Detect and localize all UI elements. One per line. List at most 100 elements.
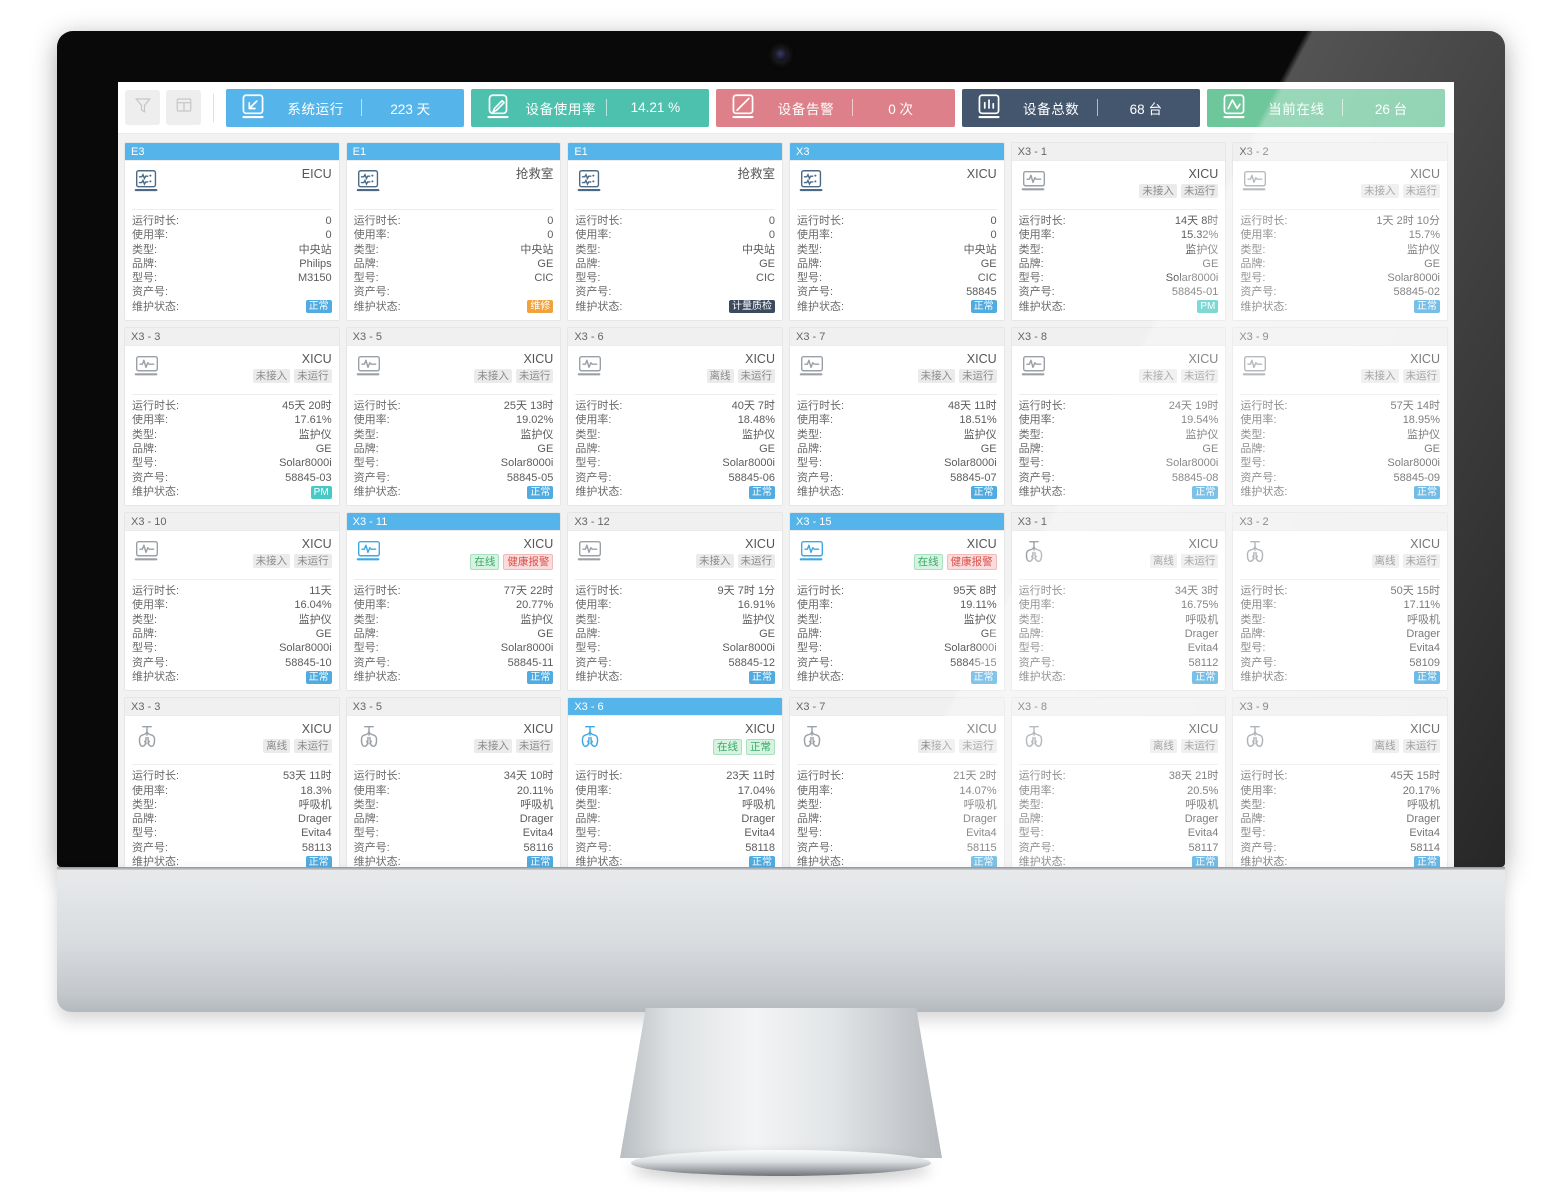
card-divider [797,579,997,581]
card-header-area: XICU 未接入 未运行 [1012,346,1226,394]
field-value: Evita4 [966,827,997,840]
field-row-asset: 资产号: 58116 [354,841,554,855]
field-label: 运行时长: [575,770,623,783]
device-card[interactable]: X3 - 5 XICU 未接入 未运行 运行时长: 34天 10时 使用率: 20.11% 类型… [345,697,562,871]
field-label: 品牌: [132,442,158,455]
device-card[interactable]: X3 - 11 XICU 在线 健康报警 运行时长: 77天 22时 使用率: 20.77% 类… [345,512,562,692]
field-value: 20.17% [1402,784,1440,797]
card-fields: 运行时长: 14天 8时 使用率: 15.32% 类型: 监护仪 品牌: GE 型号: Solar… [1012,210,1226,320]
kpi-4[interactable]: 当前在线 26 台 [1206,88,1446,127]
field-row-brand: 品牌: GE [354,627,554,641]
card-divider [132,394,332,396]
field-label: 类型: [132,613,158,626]
field-row-asset: 资产号: [132,285,332,299]
field-row-runtime: 运行时长: 34天 10时 [354,769,554,783]
device-card[interactable]: X3 - 12 XICU 未接入 未运行 运行时长: 9天 7时 1分 使用率: 16.91%… [567,512,783,692]
device-card[interactable]: X3 - 15 XICU 在线 健康报警 运行时长: 95天 8时 使用率: 19.11% 类型… [789,512,1005,692]
kpi-1[interactable]: 设备使用率 14.21 % [471,88,710,127]
device-card[interactable]: X3 - 2 XICU 未接入 未运行 运行时长: 1天 2时 10分 使用率: 15.7% 类… [1232,142,1448,322]
status-badge: 在线 [913,554,943,571]
maintenance-status-chip: 正常 [749,485,775,499]
status-badge: 离线 [1371,554,1399,569]
badge-group: 离线 未运行 [1371,554,1440,569]
field-value: Solar8000i [1165,457,1219,470]
field-label: 运行时长: [353,585,401,598]
field-row-type: 类型: 监护仪 [575,428,775,442]
device-card[interactable]: X3 - 2 XICU 离线 未运行 运行时长: 50天 15时 使用率: 17.11% 类型:… [1232,512,1448,692]
badge-group: 未接入 未运行 [917,369,997,384]
field-value: 0 [768,229,775,242]
device-card[interactable]: X3 XICU 运行时长: 0 使用率: 0 类型: 中央站 品牌: GE 型号: CIC 资产号: 58… [789,142,1005,322]
field-row-brand: 品牌: GE [354,257,554,271]
device-card[interactable]: X3 - 6 XICU 离线 未运行 运行时长: 40天 7时 使用率: 18.48% 类型: 监… [567,327,783,507]
department-label: XICU [745,537,775,552]
field-value: Solar8000i [944,457,997,470]
card-fields: 运行时长: 38天 21时 使用率: 20.5% 类型: 呼吸机 品牌: Drager 型号: E… [1012,765,1226,871]
field-label: 类型: [1018,613,1044,626]
field-label: 资产号: [132,841,169,854]
field-label: 品牌: [1018,813,1044,826]
field-label: 型号: [797,272,823,285]
field-label: 维护状态: [575,856,623,869]
device-card[interactable]: X3 - 7 XICU 未接入 未运行 运行时长: 21天 2时 使用率: 14.07% 类型:… [789,697,1005,871]
field-label: 型号: [353,272,379,285]
field-row-maintenance: 维护状态: 正常 [575,670,775,684]
device-card[interactable]: X3 - 10 XICU 未接入 未运行 运行时长: 11天 使用率: 16.04% 类型: 监护… [124,512,340,692]
layout-button[interactable] [166,90,201,125]
field-label: 运行时长: [132,585,180,598]
card-fields: 运行时长: 50天 15时 使用率: 17.11% 类型: 呼吸机 品牌: Drager 型号:… [1233,580,1447,690]
field-row-runtime: 运行时长: 50天 15时 [1240,584,1440,598]
field-value: 15.7% [1408,229,1440,242]
device-card[interactable]: X3 - 8 XICU 离线 未运行 运行时长: 38天 21时 使用率: 20.5% 类型: 呼… [1010,697,1227,871]
device-card[interactable]: E3 EICU 运行时长: 0 使用率: 0 类型: 中央站 品牌: Philips 型号: M315… [124,142,340,322]
device-card[interactable]: X3 - 7 XICU 未接入 未运行 运行时长: 48天 11时 使用率: 18.51% 类型… [789,327,1005,507]
card-status-area: XICU 未接入 未运行 [252,352,332,384]
status-badge: 未运行 [515,739,554,754]
field-label: 维护状态: [575,300,623,313]
card-fields: 运行时长: 48天 11时 使用率: 18.51% 类型: 监护仪 品牌: GE 型号: Sola… [790,395,1004,505]
kpi-2[interactable]: 设备告警 0 次 [716,88,955,127]
maintenance-status-chip: 正常 [749,855,775,869]
field-label: 类型: [575,613,601,626]
field-value: 95天 8时 [953,585,997,598]
device-card[interactable]: X3 - 3 XICU 未接入 未运行 运行时长: 45天 20时 使用率: 17.61% 类型… [124,327,340,507]
device-card-grid: E3 EICU 运行时长: 0 使用率: 0 类型: 中央站 品牌: Philips 型号: M315… [118,134,1454,871]
device-card[interactable]: X3 - 9 XICU 离线 未运行 运行时长: 45天 15时 使用率: 20.17% 类型:… [1232,697,1448,871]
kpi-0[interactable]: 系统运行 223 天 [226,88,465,127]
field-label: 使用率: [1018,229,1055,242]
field-value: 呼吸机 [298,798,332,811]
device-card[interactable]: X3 - 1 XICU 离线 未运行 运行时长: 34天 3时 使用率: 16.75% 类型: 呼… [1010,512,1227,692]
field-row-usage: 使用率: 18.95% [1240,413,1440,427]
field-row-maintenance: 维护状态: PM [1019,300,1219,314]
field-value: 呼吸机 [520,798,554,811]
field-label: 类型: [132,243,158,256]
field-label: 使用率: [797,784,834,797]
department-label: 抢救室 [515,167,554,181]
device-card[interactable]: X3 - 9 XICU 未接入 未运行 运行时长: 57天 14时 使用率: 18.95% 类型… [1232,327,1448,507]
field-label: 品牌: [575,628,601,641]
field-label: 类型: [1018,798,1044,811]
field-value: 48天 11时 [947,400,997,413]
device-card[interactable]: X3 - 6 XICU 在线 正常 运行时长: 23天 11时 使用率: 17.04% 类型: 呼… [567,697,783,871]
card-status-area: XICU 未接入 未运行 [474,352,554,384]
device-card[interactable]: X3 - 5 XICU 未接入 未运行 运行时长: 25天 13时 使用率: 19.02% 类型… [345,327,562,507]
field-row-usage: 使用率: 16.91% [575,598,775,612]
field-label: 型号: [797,457,823,470]
field-row-model: 型号: CIC [797,271,997,285]
device-card[interactable]: X3 - 3 XICU 离线 未运行 运行时长: 53天 11时 使用率: 18.3% 类型: 呼… [124,697,340,871]
card-fields: 运行时长: 21天 2时 使用率: 14.07% 类型: 呼吸机 品牌: Drager 型号: E… [790,765,1004,871]
field-value: 监护仪 [298,428,332,441]
kpi-3[interactable]: 设备总数 68 台 [961,88,1200,127]
device-card[interactable]: X3 - 8 XICU 未接入 未运行 运行时长: 24天 19时 使用率: 19.54% 类型… [1010,327,1227,507]
field-row-maintenance: 维护状态: 正常 [575,485,775,499]
field-value: 58116 [523,841,554,854]
device-card[interactable]: X3 - 1 XICU 未接入 未运行 运行时长: 14天 8时 使用率: 15.32% 类型:… [1010,142,1227,322]
filter-button[interactable] [125,90,160,125]
field-label: 维护状态: [1240,485,1288,498]
card-title: X3 - 7 [790,698,1004,717]
field-row-brand: 品牌: GE [132,442,332,456]
field-value: 58115 [966,841,997,854]
device-card[interactable]: E1 抢救室 运行时长: 0 使用率: 0 类型: 中央站 品牌: GE 型号: CIC 资产号: 维护状… [567,142,783,322]
field-value: 0 [325,215,332,227]
device-card[interactable]: E1 抢救室 运行时长: 0 使用率: 0 类型: 中央站 品牌: GE 型号: CIC 资产号: 维护状… [345,142,562,322]
